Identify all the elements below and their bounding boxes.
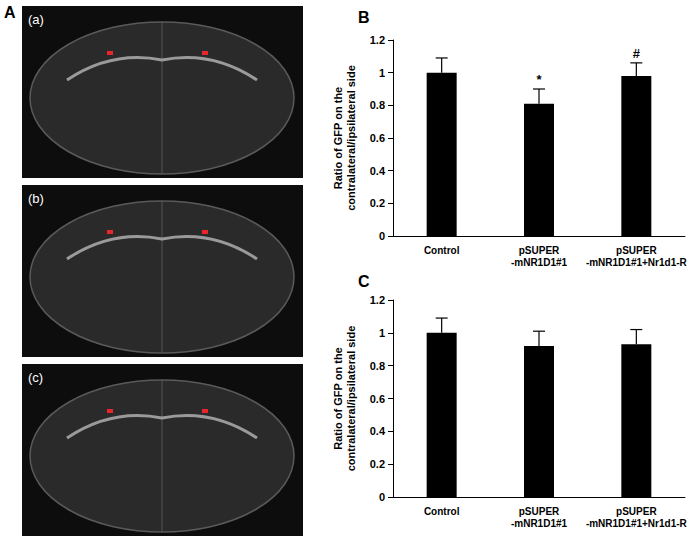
svg-text:1: 1 (379, 327, 385, 339)
svg-text:(b): (b) (28, 191, 44, 206)
svg-text:1: 1 (379, 67, 385, 79)
svg-text:-mNR1D1#1: -mNR1D1#1 (511, 257, 568, 268)
svg-text:-mNR1D1#1: -mNR1D1#1 (511, 518, 568, 529)
svg-text:1.2: 1.2 (370, 294, 385, 306)
svg-text:0.2: 0.2 (370, 458, 385, 470)
svg-text:0.8: 0.8 (370, 99, 385, 111)
svg-text:A: A (4, 4, 16, 21)
svg-text:0.8: 0.8 (370, 360, 385, 372)
svg-text:Ratio of GFP on the: Ratio of GFP on the (332, 87, 344, 189)
svg-text:C: C (358, 273, 370, 290)
svg-text:Control: Control (424, 245, 460, 256)
svg-text:0.4: 0.4 (370, 425, 386, 437)
svg-text:*: * (536, 72, 542, 87)
svg-text:(a): (a) (28, 12, 44, 27)
svg-text:Control: Control (424, 506, 460, 517)
svg-text:pSUPER: pSUPER (519, 506, 560, 517)
svg-text:0.6: 0.6 (370, 132, 385, 144)
svg-text:0.4: 0.4 (370, 165, 386, 177)
svg-text:#: # (633, 46, 641, 61)
svg-text:pSUPER: pSUPER (519, 245, 560, 256)
svg-text:1.2: 1.2 (370, 34, 385, 46)
svg-text:contralateral/ipsilateral side: contralateral/ipsilateral side (345, 326, 357, 472)
svg-text:0.2: 0.2 (370, 197, 385, 209)
svg-text:-mNR1D1#1+Nr1d1-R: -mNR1D1#1+Nr1d1-R (586, 518, 688, 529)
svg-text:Ratio of GFP on the: Ratio of GFP on the (332, 347, 344, 449)
svg-text:-mNR1D1#1+Nr1d1-R: -mNR1D1#1+Nr1d1-R (586, 257, 688, 268)
svg-text:pSUPER: pSUPER (616, 245, 657, 256)
svg-text:B: B (358, 9, 370, 26)
svg-text:0: 0 (379, 230, 385, 242)
svg-text:contralateral/ipsilateral side: contralateral/ipsilateral side (345, 65, 357, 211)
svg-text:0: 0 (379, 491, 385, 503)
svg-text:(c): (c) (28, 370, 43, 385)
svg-text:pSUPER: pSUPER (616, 506, 657, 517)
svg-text:0.6: 0.6 (370, 393, 385, 405)
